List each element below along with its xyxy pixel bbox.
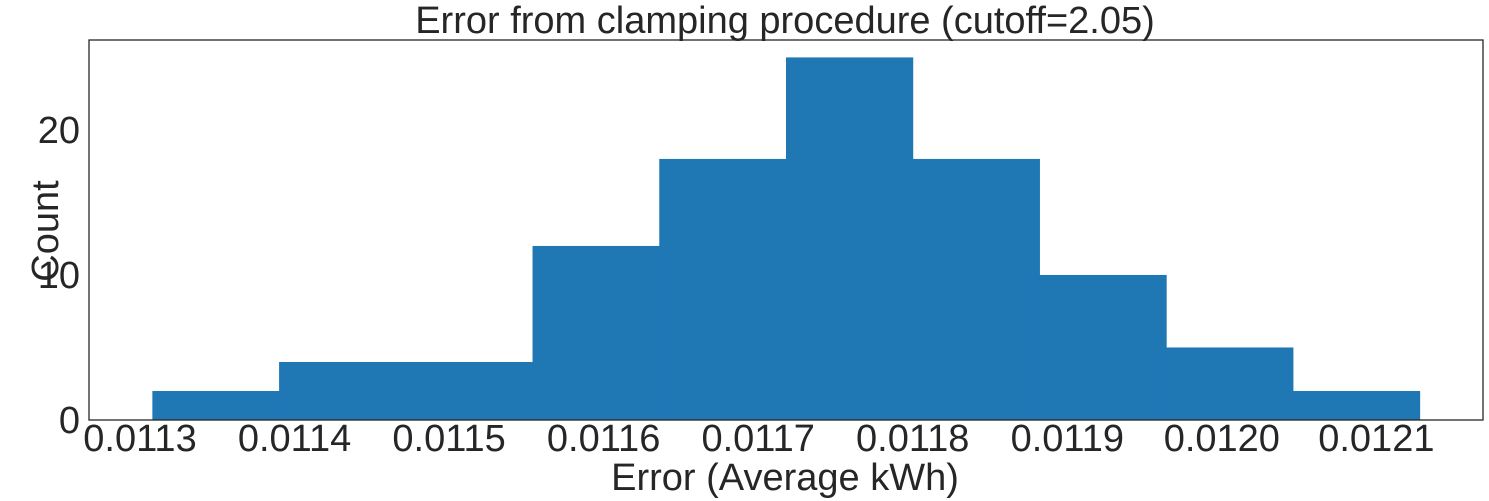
y-axis-ticks: 0 10 20: [38, 110, 80, 442]
histogram-bar-4: [659, 158, 787, 420]
histogram-bar-1: [279, 361, 407, 420]
x-tick-label: 0.0117: [701, 418, 814, 460]
x-axis-ticks: 0.0113 0.0114 0.0115 0.0116 0.0117 0.0118 0.01…: [83, 418, 1434, 460]
histogram-bar-9: [1292, 390, 1421, 420]
histogram-bar-3: [532, 245, 660, 420]
x-tick-label: 0.0118: [856, 418, 969, 460]
y-tick-label: 20: [38, 110, 80, 152]
histogram-bar-2: [405, 361, 534, 420]
x-tick-label: 0.0116: [547, 418, 660, 460]
histogram-bar-6: [912, 158, 1040, 420]
histogram-bar-0: [152, 390, 280, 420]
histogram-bar-5: [786, 57, 914, 421]
histogram-bar-7: [1039, 274, 1167, 420]
x-tick-label: 0.0114: [238, 418, 351, 460]
x-tick-label: 0.0121: [1318, 418, 1434, 460]
y-tick-label: 10: [38, 255, 80, 297]
x-tick-label: 0.0119: [1011, 418, 1124, 460]
x-tick-label: 0.0115: [392, 418, 505, 460]
x-tick-label: 0.0120: [1164, 418, 1280, 460]
histogram-bars: [152, 57, 1421, 421]
x-tick-label: 0.0113: [83, 418, 196, 460]
x-axis-label: Error (Average kWh): [611, 457, 959, 499]
chart-title: Error from clamping procedure (cutoff=2.…: [415, 0, 1155, 42]
y-tick-label: 0: [59, 400, 80, 442]
histogram-bar-8: [1166, 347, 1294, 420]
plot-frame: [88, 39, 1484, 421]
y-axis-label: Count: [25, 180, 67, 282]
